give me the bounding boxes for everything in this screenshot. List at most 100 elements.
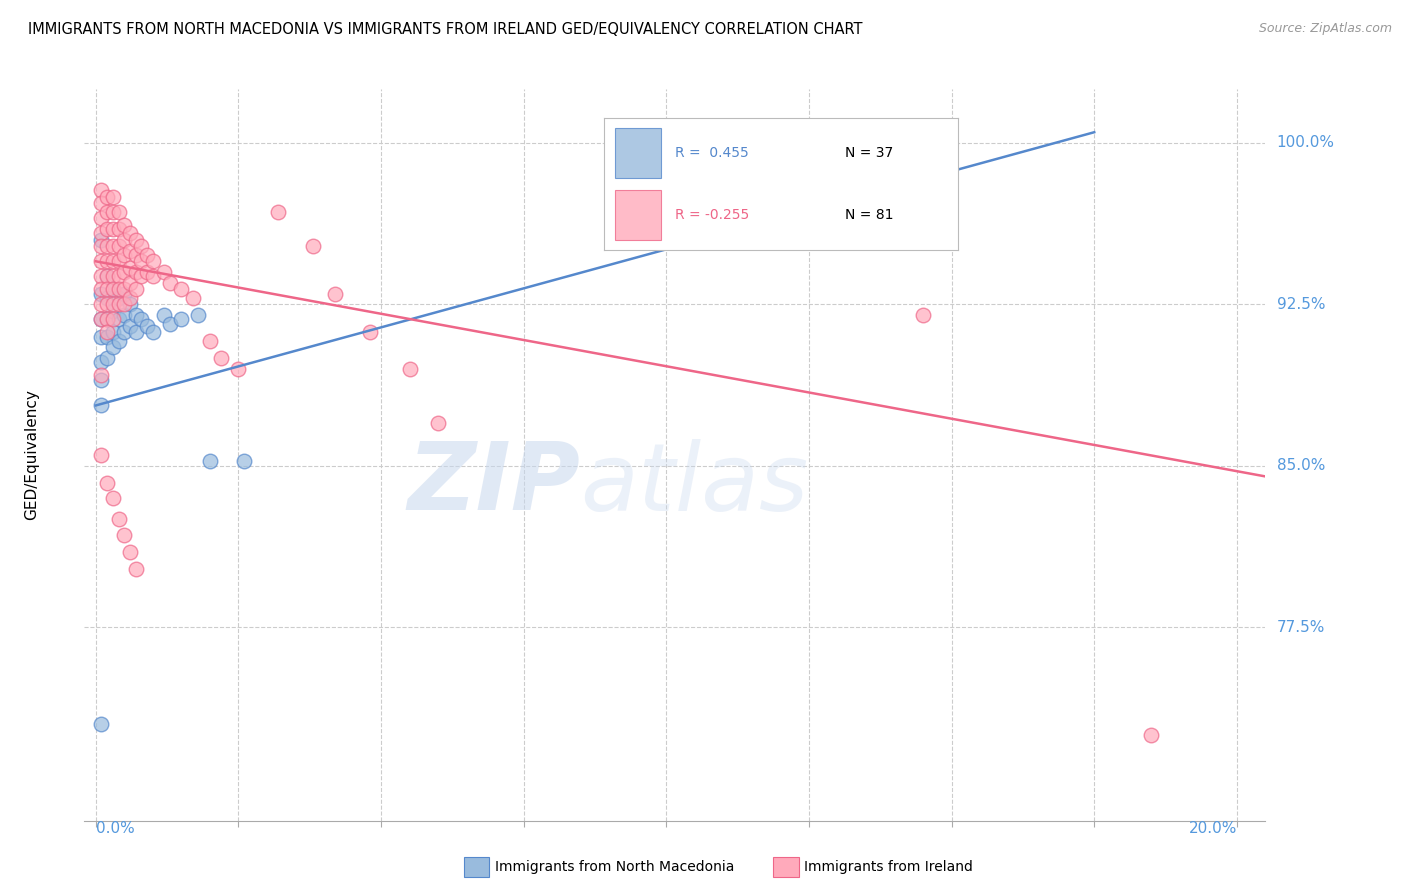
Point [96,326,118,340]
Point [96,190,118,204]
Point [198,454,221,468]
Point [301,239,323,253]
Point [125,265,148,279]
Point [90,227,112,241]
Point [96,475,118,490]
Point [198,334,221,348]
Point [90,716,112,731]
Point [101,491,124,505]
Point [131,312,153,326]
Point [170,312,193,326]
Point [101,303,124,318]
Point [90,355,112,369]
Point [118,545,141,559]
Point [325,286,347,301]
Point [101,282,124,296]
Point [159,317,181,331]
Point [107,239,129,253]
Point [112,265,135,279]
Point [107,222,129,236]
Point [827,218,849,232]
Text: Source: ZipAtlas.com: Source: ZipAtlas.com [1258,22,1392,36]
Point [96,269,118,284]
Point [112,297,135,311]
Point [125,326,148,340]
Point [96,312,118,326]
Text: Immigrants from Ireland: Immigrants from Ireland [804,860,973,874]
Point [90,448,112,462]
Point [90,183,112,197]
Point [125,282,148,296]
Point [136,248,159,262]
Point [107,512,129,526]
Point [112,233,135,247]
Text: IMMIGRANTS FROM NORTH MACEDONIA VS IMMIGRANTS FROM IRELAND GED/EQUIVALENCY CORRE: IMMIGRANTS FROM NORTH MACEDONIA VS IMMIG… [28,22,863,37]
Point [101,190,124,204]
Point [153,265,176,279]
Point [118,244,141,258]
Point [90,254,112,268]
Point [912,308,935,322]
Point [96,254,118,268]
Point [101,282,124,296]
Point [118,276,141,290]
Point [90,399,112,413]
Point [96,329,118,343]
Point [112,218,135,232]
Point [101,312,124,326]
Point [700,151,723,165]
Point [107,312,129,326]
Point [136,318,159,333]
Point [90,269,112,284]
Point [118,318,141,333]
Point [107,291,129,305]
Text: ZIP: ZIP [408,438,581,530]
Point [118,227,141,241]
Point [1140,728,1163,742]
Point [142,326,165,340]
Point [96,351,118,365]
Text: 0.0%: 0.0% [96,821,135,836]
Point [107,282,129,296]
Point [101,340,124,354]
Point [112,282,135,296]
Text: atlas: atlas [581,439,808,530]
Point [90,233,112,247]
Point [90,312,112,326]
Point [96,282,118,296]
Point [142,254,165,268]
Point [96,269,118,284]
Point [170,282,193,296]
Point [267,204,290,219]
Point [112,326,135,340]
Point [112,248,135,262]
Point [228,362,250,376]
Text: 100.0%: 100.0% [1277,136,1334,151]
Point [118,297,141,311]
Text: 85.0%: 85.0% [1277,458,1324,473]
Point [112,527,135,541]
Point [90,373,112,387]
Point [107,204,129,219]
Point [233,454,256,468]
Point [96,239,118,253]
Point [187,308,209,322]
Point [107,269,129,284]
Point [112,286,135,301]
Point [131,239,153,253]
Point [125,562,148,576]
Point [359,326,381,340]
Point [118,260,141,275]
Text: 20.0%: 20.0% [1188,821,1237,836]
Point [125,248,148,262]
Point [90,211,112,226]
Text: 77.5%: 77.5% [1277,620,1324,634]
Point [159,276,181,290]
Point [107,254,129,268]
Point [118,291,141,305]
Point [90,282,112,296]
Point [101,254,124,268]
Point [101,326,124,340]
Point [101,297,124,311]
Point [96,312,118,326]
